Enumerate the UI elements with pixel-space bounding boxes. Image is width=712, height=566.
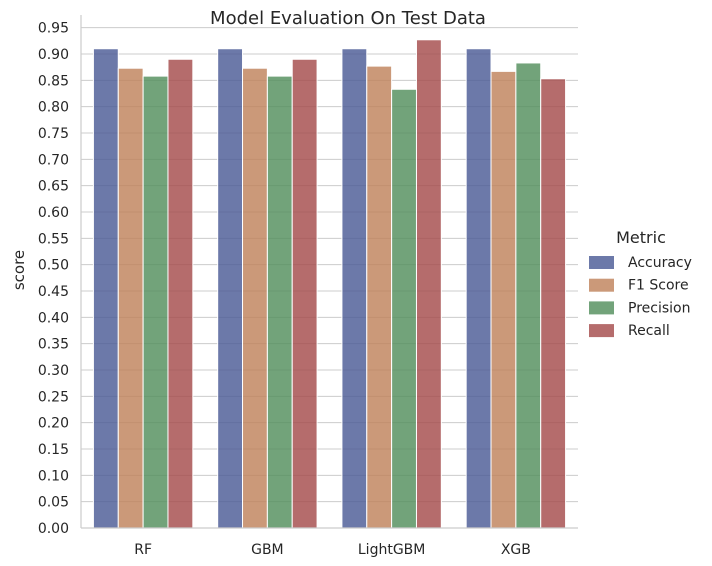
legend-label: Precision [628, 300, 690, 316]
bar-accuracy [217, 48, 244, 529]
y-axis-label: score [10, 250, 28, 290]
bar-precision [391, 88, 417, 529]
x-tick-label: RF [134, 542, 152, 558]
y-tick-label: 0.10 [38, 468, 69, 484]
y-tick-label: 0.40 [38, 310, 69, 326]
bar-recall [540, 78, 567, 529]
y-tick-label: 0.65 [38, 179, 69, 195]
y-tick-label: 0.75 [38, 126, 69, 142]
bar-precision [142, 75, 169, 529]
bar-accuracy [465, 48, 492, 529]
y-tick-label: 0.60 [38, 205, 69, 221]
y-tick-label: 0.15 [38, 442, 69, 458]
axes: 0.00 0.05 0.10 0.15 0.20 0.25 0.30 0.35 0.40 0.45… [38, 15, 578, 558]
y-tick-label: 0.50 [38, 258, 69, 274]
y-tick-label: 0.85 [38, 73, 69, 89]
y-tick-label: 0.70 [38, 152, 69, 168]
y-tick-label: 0.30 [38, 363, 69, 379]
x-tick-label: XGB [501, 542, 531, 558]
y-tick-label: 0.05 [38, 495, 69, 511]
chart-title: Model Evaluation On Test Data [210, 8, 486, 29]
bar-recall [415, 39, 442, 529]
legend-label: Accuracy [628, 255, 692, 271]
bar-f1-score [117, 67, 144, 529]
legend-swatch [589, 301, 614, 315]
bar-recall [291, 58, 318, 529]
y-tick-label: 0.45 [38, 284, 69, 300]
legend-swatch [589, 278, 614, 292]
bar-accuracy [92, 48, 119, 529]
y-tick-label: 0.95 [38, 21, 69, 37]
x-tick-label: LightGBM [358, 542, 425, 558]
legend-title: Metric [616, 228, 666, 247]
y-tick-label: 0.00 [38, 521, 69, 537]
legend: Metric Accuracy F1 Score Precision Recall [589, 228, 692, 339]
y-tick-label: 0.90 [38, 47, 69, 63]
bar-f1-score [490, 70, 517, 529]
legend-label: Recall [628, 323, 670, 339]
y-tick-label: 0.55 [38, 231, 69, 247]
bar-precision [515, 62, 542, 529]
bar-f1-score [366, 65, 393, 529]
bar-recall [167, 58, 194, 529]
y-tick-label: 0.80 [38, 100, 69, 116]
y-tick-label: 0.25 [38, 389, 69, 405]
legend-swatch [589, 256, 614, 269]
bar-accuracy [341, 48, 368, 529]
legend-label: F1 Score [628, 278, 689, 294]
y-tick-label: 0.20 [38, 416, 69, 432]
x-tick-label: GBM [251, 542, 284, 558]
bars [92, 39, 567, 529]
bar-precision [266, 75, 293, 529]
bar-f1-score [242, 67, 268, 529]
y-tick-label: 0.35 [38, 337, 69, 353]
legend-swatch [589, 324, 614, 338]
